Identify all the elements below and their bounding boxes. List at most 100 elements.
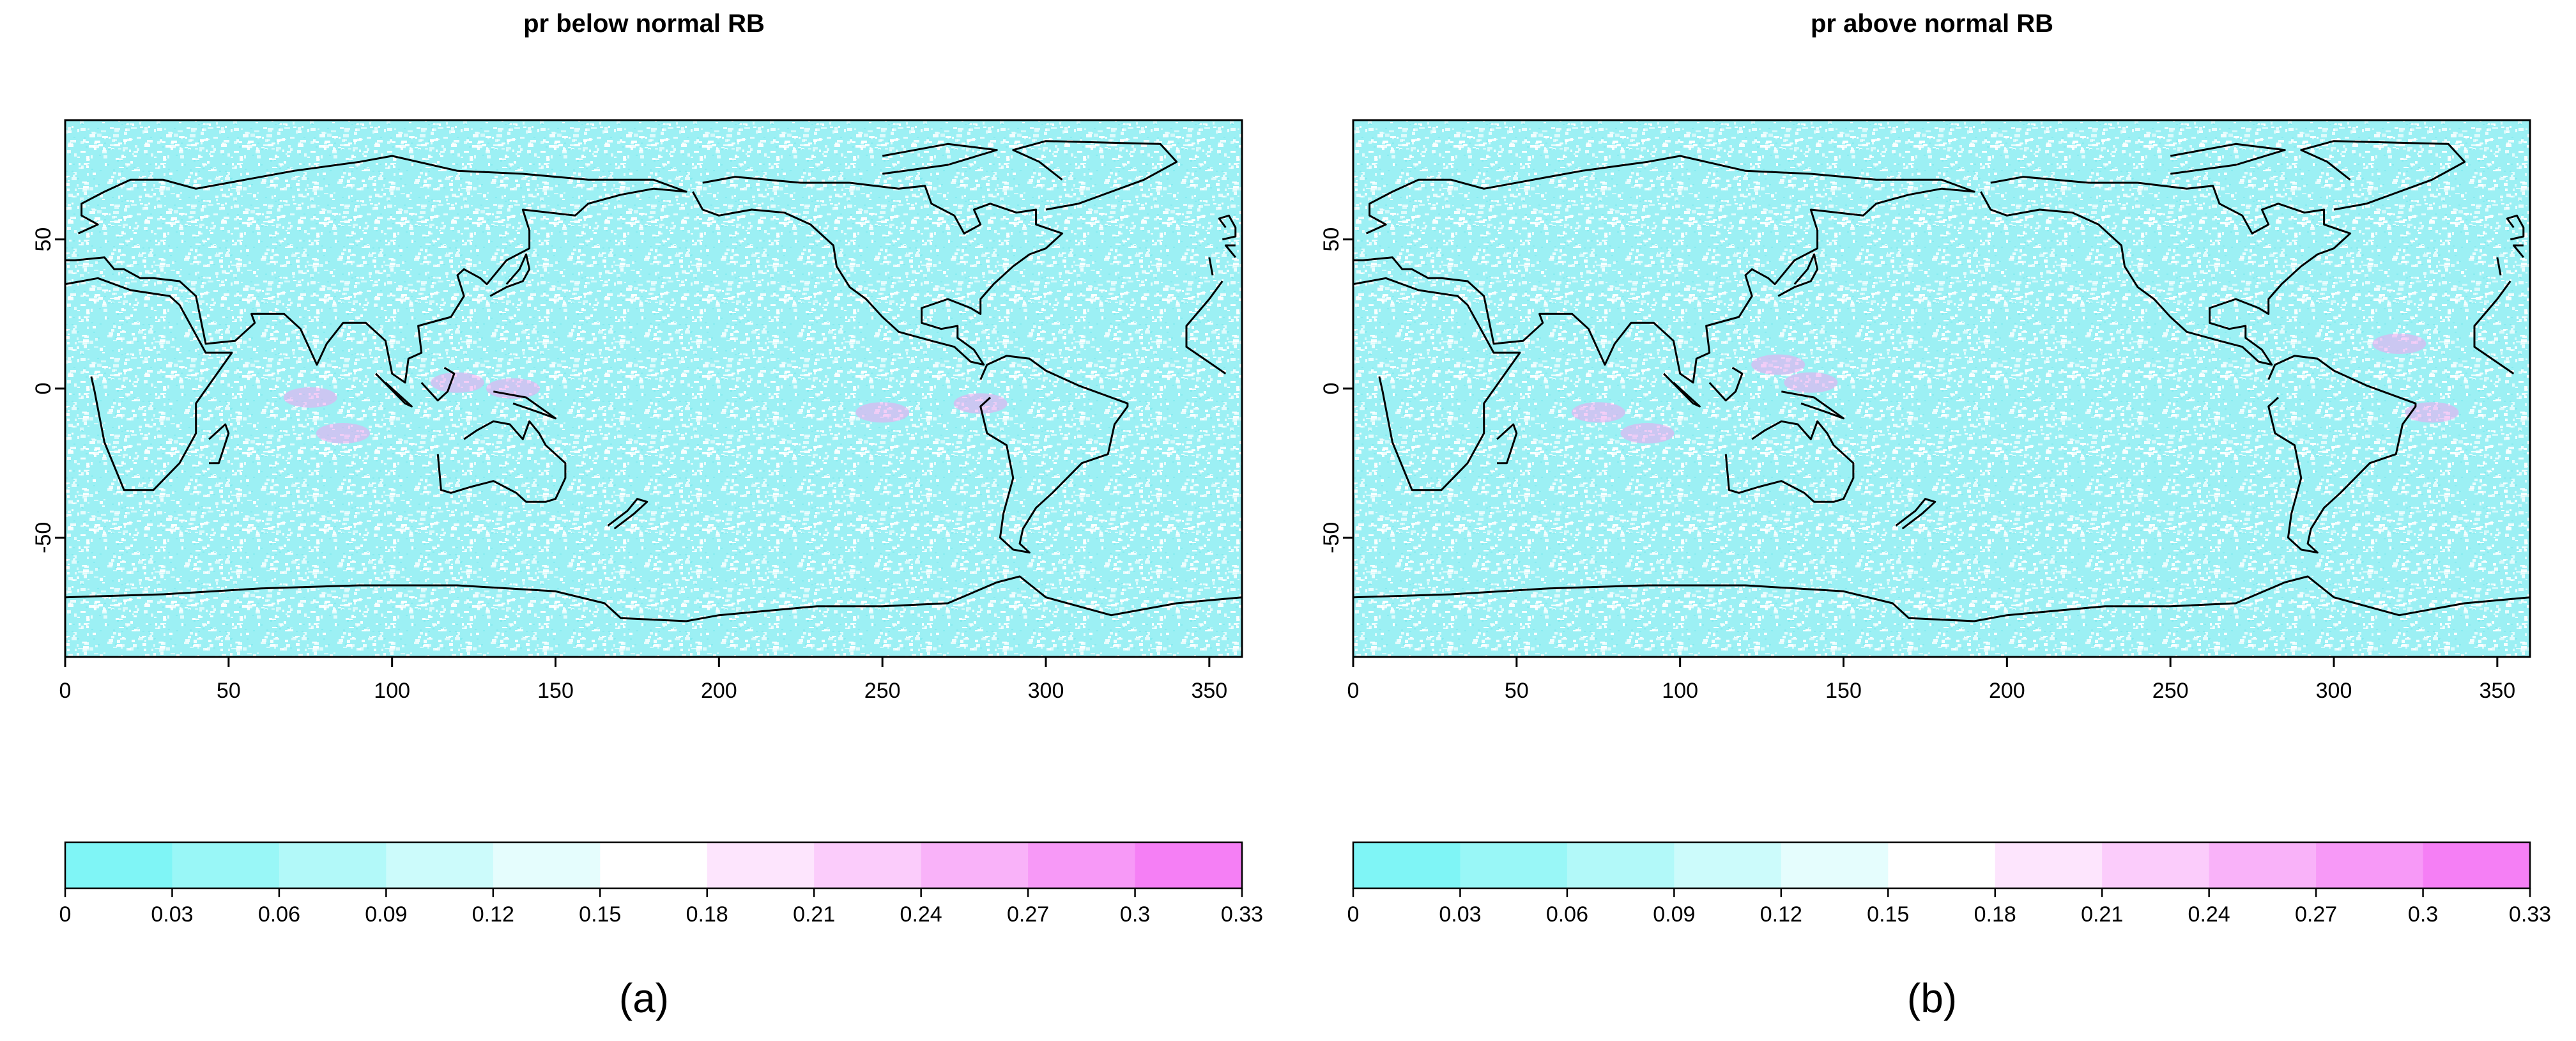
x-tick-label: 350 <box>2479 679 2515 703</box>
coastline-north-america <box>692 176 1064 366</box>
colorbar-label: 0.3 <box>1120 902 1150 927</box>
x-tick-label: 250 <box>864 679 901 703</box>
colorbar-label: 0.09 <box>1653 902 1695 927</box>
colorbar-label: 0.27 <box>2295 902 2337 927</box>
y-tick-label: 50 <box>1319 227 1344 252</box>
colorbar-swatch <box>1028 842 1136 888</box>
coastline-uk <box>1218 214 1237 241</box>
colorbar-swatch <box>1888 842 1996 888</box>
high-value-patch <box>1751 354 1805 375</box>
colorbar-label: 0.15 <box>1867 902 1909 927</box>
high-value-patch <box>283 387 337 408</box>
y-tick-label: 50 <box>31 227 56 252</box>
coastline-new-zealand <box>607 498 648 530</box>
colorbar-swatch <box>1995 842 2103 888</box>
x-tick-label: 300 <box>2316 679 2352 703</box>
colorbar-swatch <box>386 842 494 888</box>
high-value-patch <box>953 393 1008 414</box>
coastline-arctic-islands <box>2170 143 2286 175</box>
colorbar-swatch <box>172 842 280 888</box>
colorbar-swatch <box>814 842 922 888</box>
high-value-patch <box>2372 334 2426 354</box>
coastline-uk <box>2506 214 2525 241</box>
coastline-australia <box>1724 420 1855 503</box>
coastline-north-america <box>1980 176 2352 366</box>
map-field <box>65 120 1242 657</box>
coastline-madagascar <box>1496 423 1518 465</box>
colorbar-swatch <box>2423 842 2531 888</box>
coastline-south-america <box>2267 355 2417 554</box>
coastline-japan <box>489 253 531 297</box>
colorbar-frame <box>1352 841 2531 890</box>
colorbar-label: 0.03 <box>1439 902 1481 927</box>
coastline-eurasia <box>1353 155 1975 384</box>
coastline-africa <box>1353 277 1521 491</box>
high-value-patch <box>316 423 370 443</box>
colorbar-label: 0.03 <box>151 902 193 927</box>
x-tick-label: 50 <box>217 679 241 703</box>
colorbar-label: 0.12 <box>472 902 514 927</box>
colorbar-swatch <box>2316 842 2424 888</box>
colorbar-label: 0.21 <box>2081 902 2123 927</box>
coastline-africa <box>1185 281 1227 374</box>
x-tick-label: 100 <box>374 679 410 703</box>
high-value-patch <box>486 378 540 399</box>
colorbar-label: 0.33 <box>2509 902 2551 927</box>
y-tick-label: -50 <box>31 522 56 553</box>
panel-title: pr below normal RB <box>523 10 765 38</box>
colorbar-label: 0.09 <box>365 902 407 927</box>
colorbar-label: 0.06 <box>1546 902 1588 927</box>
coastline-new-zealand <box>1895 498 1936 530</box>
high-value-patch <box>431 372 484 393</box>
colorbar-label: 0.3 <box>2408 902 2438 927</box>
panel-label: (b) <box>1907 975 1957 1021</box>
coastline-eurasia <box>1224 244 1236 258</box>
coastline-eurasia <box>65 155 687 384</box>
colorbar-swatch <box>2102 842 2210 888</box>
probability-field <box>1353 120 2530 657</box>
colorbar-label: 0 <box>1347 902 1360 927</box>
colorbar-label: 0.18 <box>1974 902 2016 927</box>
panel-a: pr below normal RB 0 50 100 150 200 250 300 350 5… <box>0 0 1288 1038</box>
colorbar-label: 0.21 <box>793 902 835 927</box>
x-tick-label: 200 <box>1989 679 2025 703</box>
colorbar-label: 0.33 <box>1221 902 1263 927</box>
colorbar-label: 0.24 <box>2188 902 2230 927</box>
panel-b: pr above normal RB 0 50 100 150 200 250 300 350 5… <box>1288 0 2576 1038</box>
colorbar-swatch <box>1135 842 1243 888</box>
colorbar-label: 0.06 <box>258 902 300 927</box>
colorbar-swatch <box>1567 842 1675 888</box>
coastline-madagascar <box>208 423 230 465</box>
colorbar-swatch <box>1353 842 1460 888</box>
x-tick-label: 200 <box>701 679 737 703</box>
colorbar-swatch <box>279 842 387 888</box>
colorbar-label: 0.24 <box>900 902 942 927</box>
colorbar-swatch <box>2209 842 2317 888</box>
coastline-australia <box>436 420 567 503</box>
coastline-new-guinea <box>1781 390 1844 420</box>
x-tick-label: 0 <box>1347 679 1360 703</box>
map-figure-a: pr below normal RB 0 50 100 150 200 250 300 350 5… <box>31 10 1263 1021</box>
colorbar-label: 0.18 <box>686 902 728 927</box>
x-tick-label: 100 <box>1662 679 1698 703</box>
x-tick-label: 300 <box>1028 679 1064 703</box>
coastline-south-america <box>979 355 1129 554</box>
panel-title: pr above normal RB <box>1811 10 2053 38</box>
coastline-sumatra <box>1663 373 1701 408</box>
high-value-patch <box>1620 423 1675 443</box>
coastline-sumatra <box>375 373 413 408</box>
coastline-eurasia <box>2512 244 2524 258</box>
coastline-antarctica <box>65 575 1242 657</box>
coastline-japan <box>1777 253 1819 297</box>
coastline-greenland <box>2300 140 2466 211</box>
x-tick-label: 150 <box>1825 679 1862 703</box>
high-value-patch <box>2405 402 2459 423</box>
probability-field <box>65 120 1242 657</box>
coastline-borneo <box>1708 367 1744 402</box>
y-tick-label: 0 <box>1319 383 1344 395</box>
coastline-antarctica <box>1353 575 2530 657</box>
high-value-patch <box>855 402 910 423</box>
x-tick-label: 150 <box>537 679 574 703</box>
x-tick-label: 350 <box>1191 679 1227 703</box>
colorbar-swatch <box>493 842 601 888</box>
